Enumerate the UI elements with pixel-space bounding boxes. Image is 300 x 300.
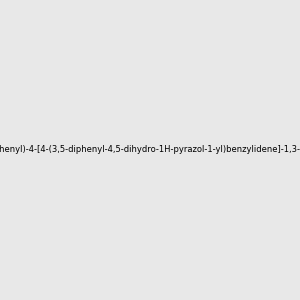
Text: (4E)-2-(4-chlorophenyl)-4-[4-(3,5-diphenyl-4,5-dihydro-1H-pyrazol-1-yl)benzylide: (4E)-2-(4-chlorophenyl)-4-[4-(3,5-diphen…: [0, 146, 300, 154]
